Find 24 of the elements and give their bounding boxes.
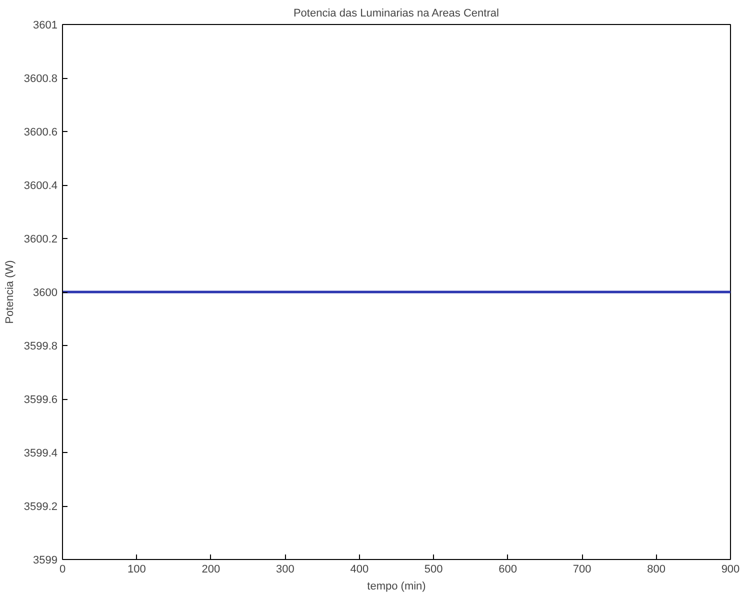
x-tick-label: 0 <box>59 564 66 576</box>
x-axis-title: tempo (min) <box>367 580 426 592</box>
y-tick-label: 3600 <box>33 287 58 299</box>
x-tick-label: 600 <box>498 564 518 576</box>
x-tick-label: 200 <box>202 564 220 576</box>
y-axis-title: Potencia (W) <box>4 260 16 324</box>
x-tick-label: 800 <box>647 564 666 576</box>
x-tick-label: 900 <box>721 564 740 576</box>
x-tick-label: 100 <box>128 564 146 576</box>
x-tick-label: 700 <box>572 564 592 576</box>
x-tick-label: 500 <box>424 564 443 576</box>
y-tick-label: 3599.8 <box>24 340 58 352</box>
x-tick-label: 300 <box>276 564 294 576</box>
y-tick-label: 3600.2 <box>24 234 58 246</box>
y-tick-label: 3600.4 <box>24 180 58 192</box>
y-tick-label: 3599.2 <box>24 501 58 513</box>
x-tick-label: 400 <box>350 564 369 576</box>
y-tick-label: 3600.8 <box>24 73 58 85</box>
y-tick-label: 3599 <box>33 554 58 566</box>
y-tick-label: 3599.6 <box>24 394 58 406</box>
y-tick-label: 3601 <box>33 20 58 32</box>
y-tick-label: 3600.6 <box>24 126 58 138</box>
y-tick-label: 3599.4 <box>24 448 58 460</box>
chart-title: Potencia das Luminarias na Areas Central <box>293 8 499 20</box>
